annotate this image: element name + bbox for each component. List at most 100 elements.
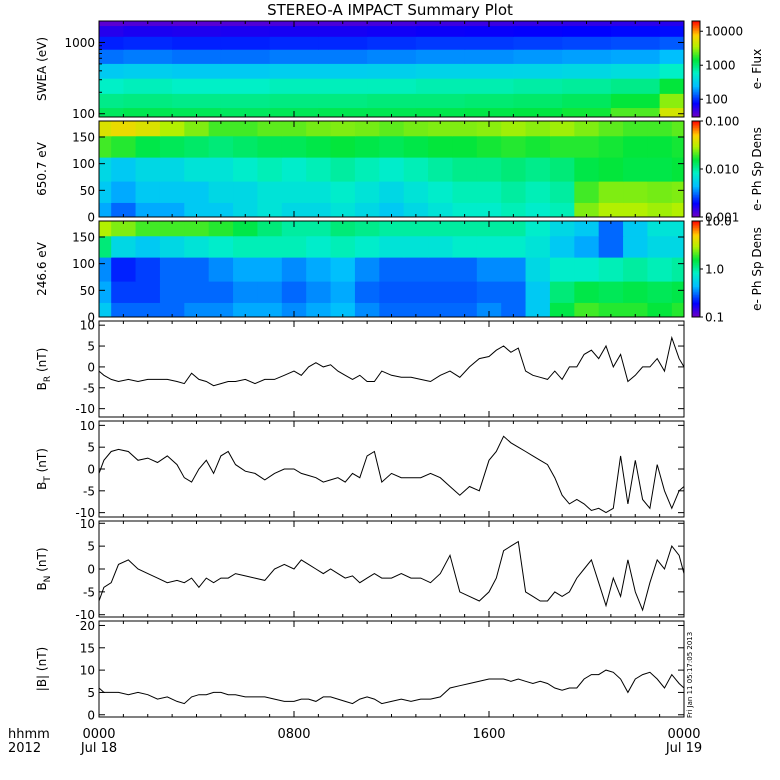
heatmap-cell [610, 107, 661, 117]
heatmap-cell [452, 302, 478, 317]
colorbar-segment [692, 253, 700, 256]
colorbar-segment [692, 225, 700, 228]
colorbar-segment [692, 146, 700, 149]
heatmap-cell [525, 121, 551, 137]
heatmap-cell [367, 49, 417, 64]
colorbar-segment [692, 170, 700, 173]
series-line [99, 669, 684, 705]
colorbar-segment [692, 262, 700, 265]
heatmap-cell [574, 281, 600, 303]
colorbar-segment [692, 246, 700, 249]
heatmap-cell [525, 181, 551, 203]
colorbar-segment [692, 54, 700, 57]
heatmap-cell [598, 235, 624, 258]
heatmap-cell [99, 63, 124, 79]
colorbar-tick-label: 10.0 [705, 215, 732, 229]
heatmap-cell [99, 121, 112, 137]
heatmap-cell [208, 202, 234, 217]
heatmap-cell [172, 49, 222, 64]
heatmap-cell [428, 157, 454, 182]
heatmap-cell [257, 221, 283, 237]
heatmap-cell [99, 93, 124, 109]
panel-2: 0.1 1.0 10.0 e- Ph Sp Dens 0 50 100 150 246.6 eV [35, 215, 764, 325]
colorbar-segment [692, 172, 700, 175]
heatmap-cell [184, 135, 210, 158]
heatmap-cell [220, 63, 271, 79]
colorbar-segment [692, 191, 700, 194]
heatmap-cell [306, 257, 332, 282]
heatmap-cell [476, 157, 502, 182]
heatmap-cell [549, 157, 575, 182]
heatmap-cell [379, 281, 405, 303]
y-axis: -10 -5 0 5 10 [75, 517, 684, 622]
series-line [99, 335, 684, 387]
heatmap-cell [452, 135, 478, 158]
heatmap-cell [99, 181, 112, 203]
colorbar-label: e- Ph Sp Dens [750, 227, 764, 311]
colorbar-segment [692, 145, 700, 148]
colorbar-segment [692, 107, 700, 110]
colorbar-segment [692, 185, 700, 188]
heatmap-cell [501, 202, 527, 217]
colorbar-segment [692, 296, 700, 299]
colorbar-tick-label: 0.010 [705, 163, 739, 177]
colorbar-segment [692, 148, 700, 151]
colorbar-segment [692, 138, 700, 141]
colorbar-frame [691, 20, 701, 118]
heatmap-cell [135, 121, 161, 137]
heatmap-cell [233, 257, 259, 282]
heatmap-cell [111, 235, 137, 258]
heatmap-cell [111, 202, 137, 217]
colorbar-segment [692, 127, 700, 130]
heatmap-cell [99, 25, 124, 37]
y-tick-label: 5 [87, 686, 95, 700]
heatmap-cell [172, 78, 222, 94]
heatmap-cell [330, 221, 356, 237]
heatmap-cell [99, 235, 112, 258]
colorbar-segment [692, 91, 700, 94]
colorbar-segment [692, 21, 700, 24]
colorbar-segment [692, 140, 700, 143]
heatmap-cell [415, 78, 466, 94]
colorbar-segment [692, 110, 700, 113]
heatmap-cell [257, 257, 283, 282]
colorbar-segment [692, 151, 700, 154]
y-tick-label: 0 [87, 708, 95, 722]
heatmap-cell [269, 25, 319, 37]
heatmap-cell [111, 302, 137, 317]
heatmap-cell [159, 135, 185, 158]
heatmap-cell [233, 135, 259, 158]
heatmap-cell [647, 302, 673, 317]
heatmap-cell [99, 202, 112, 217]
heatmap-cell [574, 302, 600, 317]
y-tick-label: 150 [72, 131, 95, 145]
heatmap-cell [330, 135, 356, 158]
colorbar-segment [692, 235, 700, 238]
heatmap-cell [598, 281, 624, 303]
heatmap-cell [549, 221, 575, 237]
heatmap-cell [464, 63, 514, 79]
heatmap-cell [99, 78, 124, 94]
heatmap-cell [659, 49, 684, 64]
heatmap-cell [623, 281, 649, 303]
y-tick-label: 10 [80, 419, 95, 433]
heatmap-cell [379, 257, 405, 282]
heatmap-cell [671, 202, 684, 217]
colorbar-segment [692, 199, 700, 202]
y-tick-label: 1000 [64, 36, 95, 50]
colorbar-segment [692, 205, 700, 208]
y-tick-label: -10 [75, 506, 95, 520]
heatmap-cell [549, 202, 575, 217]
colorbar-segment [692, 113, 700, 116]
heatmap-cell [403, 235, 429, 258]
colorbar-segment [692, 237, 700, 240]
colorbar-tick-label: 100 [705, 93, 728, 107]
x-tick-label: 0000 [667, 727, 700, 742]
colorbar-segment [692, 297, 700, 300]
colorbar-segment [692, 157, 700, 160]
colorbar-label: e- Flux [750, 49, 764, 89]
heatmap-cell [306, 281, 332, 303]
colorbar-segment [692, 78, 700, 81]
heatmap-cell [281, 181, 307, 203]
colorbar-segment [692, 294, 700, 297]
